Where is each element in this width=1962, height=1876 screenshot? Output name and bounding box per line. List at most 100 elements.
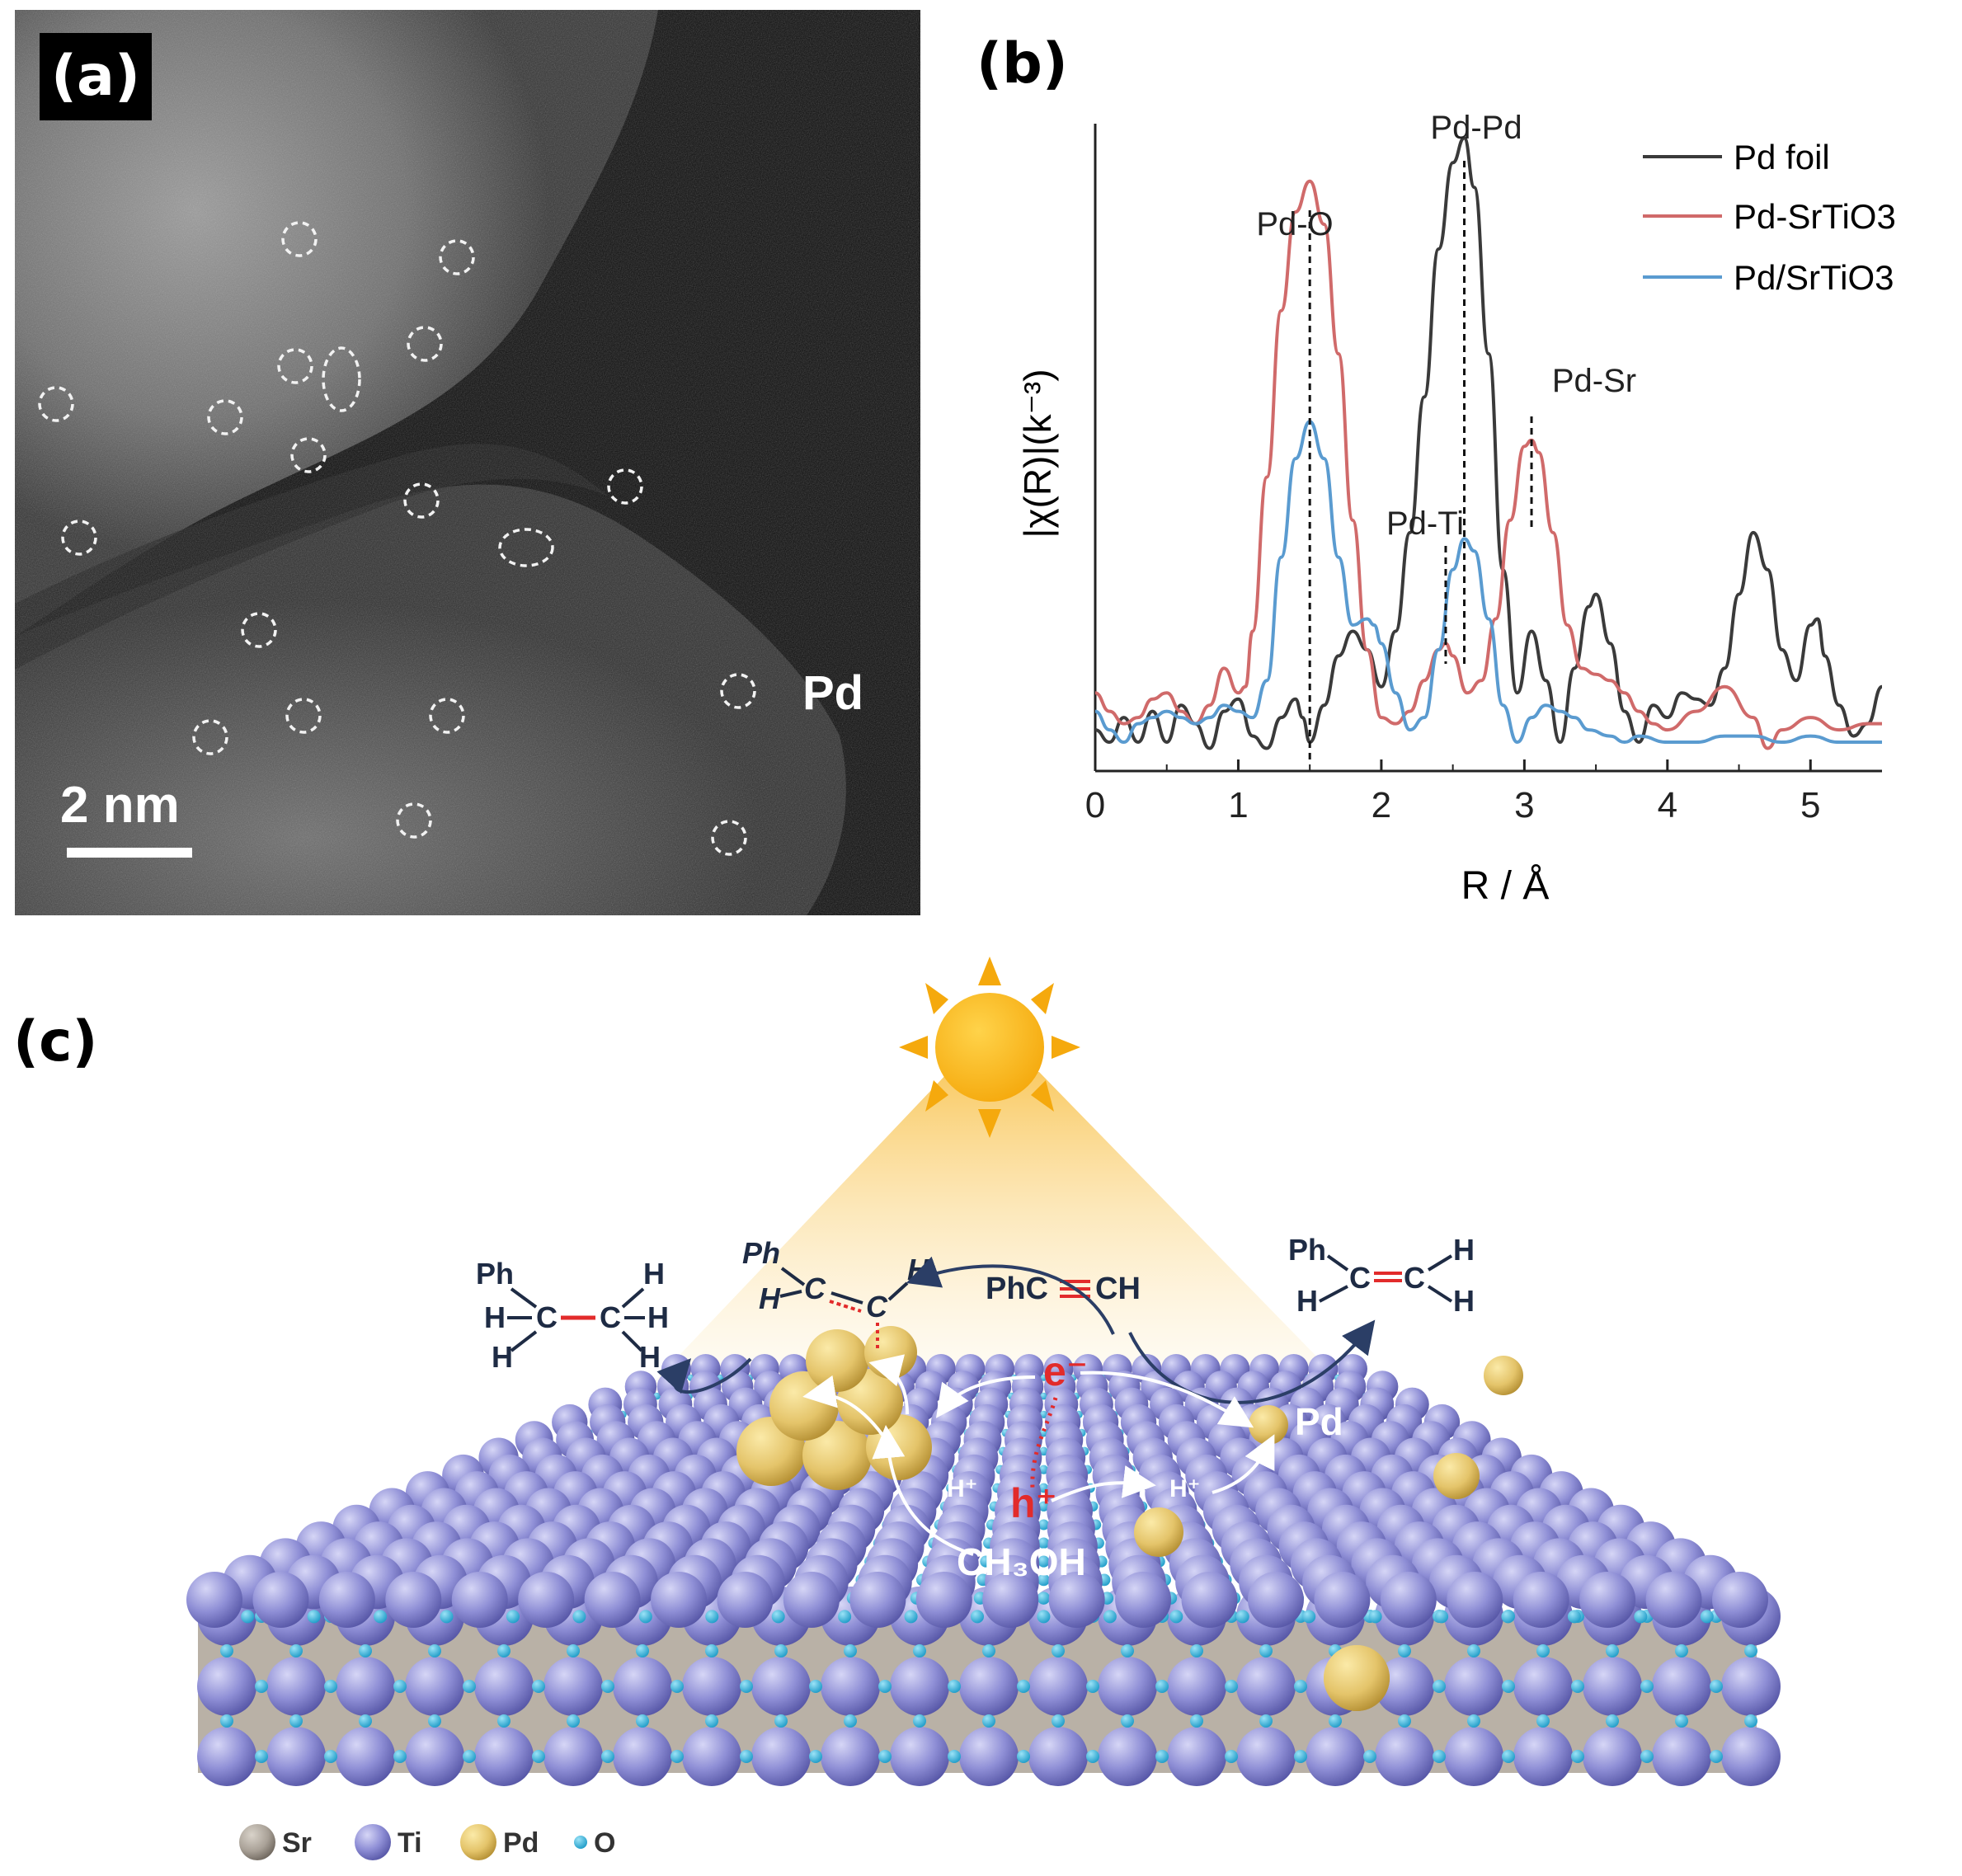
pd-label: Pd bbox=[1295, 1400, 1343, 1443]
o-legend-label: O bbox=[594, 1827, 615, 1859]
ti-atom bbox=[1236, 1657, 1296, 1716]
panel-b-label: (b) bbox=[976, 31, 1068, 96]
scale-bar-text: 2 nm bbox=[60, 777, 180, 834]
ti-atom bbox=[405, 1727, 464, 1786]
o-atom bbox=[670, 1750, 684, 1763]
pd-single-atom bbox=[1134, 1507, 1183, 1557]
styrene-molecule: Ph H C C H H bbox=[1288, 1233, 1475, 1318]
ti-atom bbox=[682, 1727, 741, 1786]
o-atom bbox=[844, 1644, 857, 1657]
o-atom bbox=[1190, 1714, 1203, 1728]
ti-atom bbox=[1721, 1727, 1781, 1786]
c-label: C bbox=[536, 1300, 558, 1334]
ti-atom bbox=[252, 1572, 309, 1628]
ti-atom bbox=[1167, 1727, 1226, 1786]
o-atom bbox=[982, 1644, 995, 1657]
ti-atom bbox=[1236, 1727, 1296, 1786]
o-atom bbox=[705, 1714, 718, 1728]
o-atom bbox=[1398, 1714, 1411, 1728]
pd-atom-marker bbox=[61, 520, 97, 556]
legend-label-pd-on-srtio3: Pd/SrTiO3 bbox=[1734, 258, 1894, 297]
pd-atom-marker bbox=[403, 482, 440, 519]
o-atom bbox=[982, 1714, 995, 1728]
o-atom bbox=[1640, 1750, 1654, 1763]
o-atom bbox=[1155, 1750, 1169, 1763]
o-atom bbox=[1606, 1714, 1619, 1728]
o-atom bbox=[670, 1680, 684, 1693]
o-atom bbox=[1536, 1644, 1550, 1657]
ti-atom bbox=[751, 1727, 811, 1786]
o-atom bbox=[1710, 1680, 1723, 1693]
h-label: H bbox=[759, 1281, 781, 1315]
o-atom bbox=[913, 1644, 926, 1657]
pd-atom-marker bbox=[439, 239, 475, 275]
ti-atom bbox=[682, 1657, 741, 1716]
ph-label: Ph bbox=[742, 1236, 780, 1270]
chart-legend: Pd foil Pd-SrTiO3 Pd/SrTiO3 bbox=[1643, 138, 1896, 297]
x-tick-label: 4 bbox=[1658, 785, 1677, 825]
o-atom bbox=[1435, 1610, 1449, 1624]
o-atom bbox=[463, 1680, 476, 1693]
o-atom bbox=[359, 1714, 372, 1728]
ti-atom bbox=[821, 1727, 880, 1786]
o-atom bbox=[838, 1610, 852, 1624]
o-atom bbox=[1037, 1537, 1050, 1549]
o-atom bbox=[1502, 1680, 1515, 1693]
ti-atom bbox=[613, 1657, 672, 1716]
x-tick-label: 5 bbox=[1800, 785, 1820, 825]
ti-atom bbox=[1712, 1572, 1768, 1628]
o-atom bbox=[1302, 1610, 1316, 1624]
o-atom bbox=[1294, 1680, 1307, 1693]
ti-atom bbox=[751, 1657, 811, 1716]
peak-label-pd-sr: Pd-Sr bbox=[1552, 363, 1636, 399]
o-atom bbox=[740, 1750, 753, 1763]
o-atom bbox=[506, 1610, 520, 1624]
charge-transfer: e⁻ h⁺ H⁺ H⁺ CH₃OH Pd bbox=[802, 1348, 1343, 1583]
ti-atom bbox=[1181, 1572, 1238, 1628]
o-atom bbox=[904, 1610, 918, 1624]
o-atom bbox=[255, 1680, 268, 1693]
c-label: C bbox=[600, 1300, 621, 1334]
o-atom bbox=[1086, 1680, 1099, 1693]
o-atom bbox=[440, 1610, 454, 1624]
hole-label: h⁺ bbox=[1010, 1480, 1057, 1526]
ti-atom bbox=[959, 1657, 1019, 1716]
ti-atom bbox=[717, 1572, 774, 1628]
ti-atom bbox=[1167, 1657, 1226, 1716]
x-tick-label: 2 bbox=[1372, 785, 1391, 825]
alkyne-right-label: CH bbox=[1095, 1272, 1141, 1306]
ti-atom bbox=[318, 1572, 375, 1628]
o-atom bbox=[428, 1644, 441, 1657]
o-atom bbox=[463, 1750, 476, 1763]
o-atom bbox=[1037, 1555, 1050, 1568]
o-atom bbox=[1536, 1714, 1550, 1728]
o-atom bbox=[307, 1610, 321, 1624]
ti-atom bbox=[1098, 1657, 1157, 1716]
o-atom bbox=[1259, 1714, 1273, 1728]
proton-label: H⁺ bbox=[1169, 1475, 1201, 1502]
o-atom bbox=[1700, 1610, 1714, 1624]
ti-atom bbox=[474, 1727, 534, 1786]
ti-atom bbox=[385, 1572, 442, 1628]
ti-atom bbox=[474, 1657, 534, 1716]
o-atom bbox=[948, 1750, 961, 1763]
ti-atom bbox=[543, 1727, 603, 1786]
o-atom bbox=[1038, 1483, 1049, 1493]
plot-area: 0 1 2 3 4 5 bbox=[1085, 124, 1884, 825]
ti-atom bbox=[336, 1657, 395, 1716]
ti-atom bbox=[336, 1727, 395, 1786]
x-axis-label: R / Å bbox=[1461, 864, 1550, 908]
ti-atom bbox=[821, 1657, 880, 1716]
proton-to-cluster-arrow bbox=[872, 1425, 974, 1556]
o-atom bbox=[1039, 1465, 1049, 1474]
h-label: H bbox=[1296, 1284, 1318, 1318]
panel-c-label: (c) bbox=[13, 1009, 97, 1074]
o-atom bbox=[1040, 1374, 1047, 1381]
o-atom bbox=[324, 1750, 337, 1763]
o-atom bbox=[1433, 1750, 1446, 1763]
h-label: H bbox=[907, 1253, 929, 1286]
panel-a-label: (a) bbox=[51, 44, 140, 109]
proton-label: H⁺ bbox=[947, 1475, 978, 1502]
o-atom bbox=[289, 1644, 303, 1657]
